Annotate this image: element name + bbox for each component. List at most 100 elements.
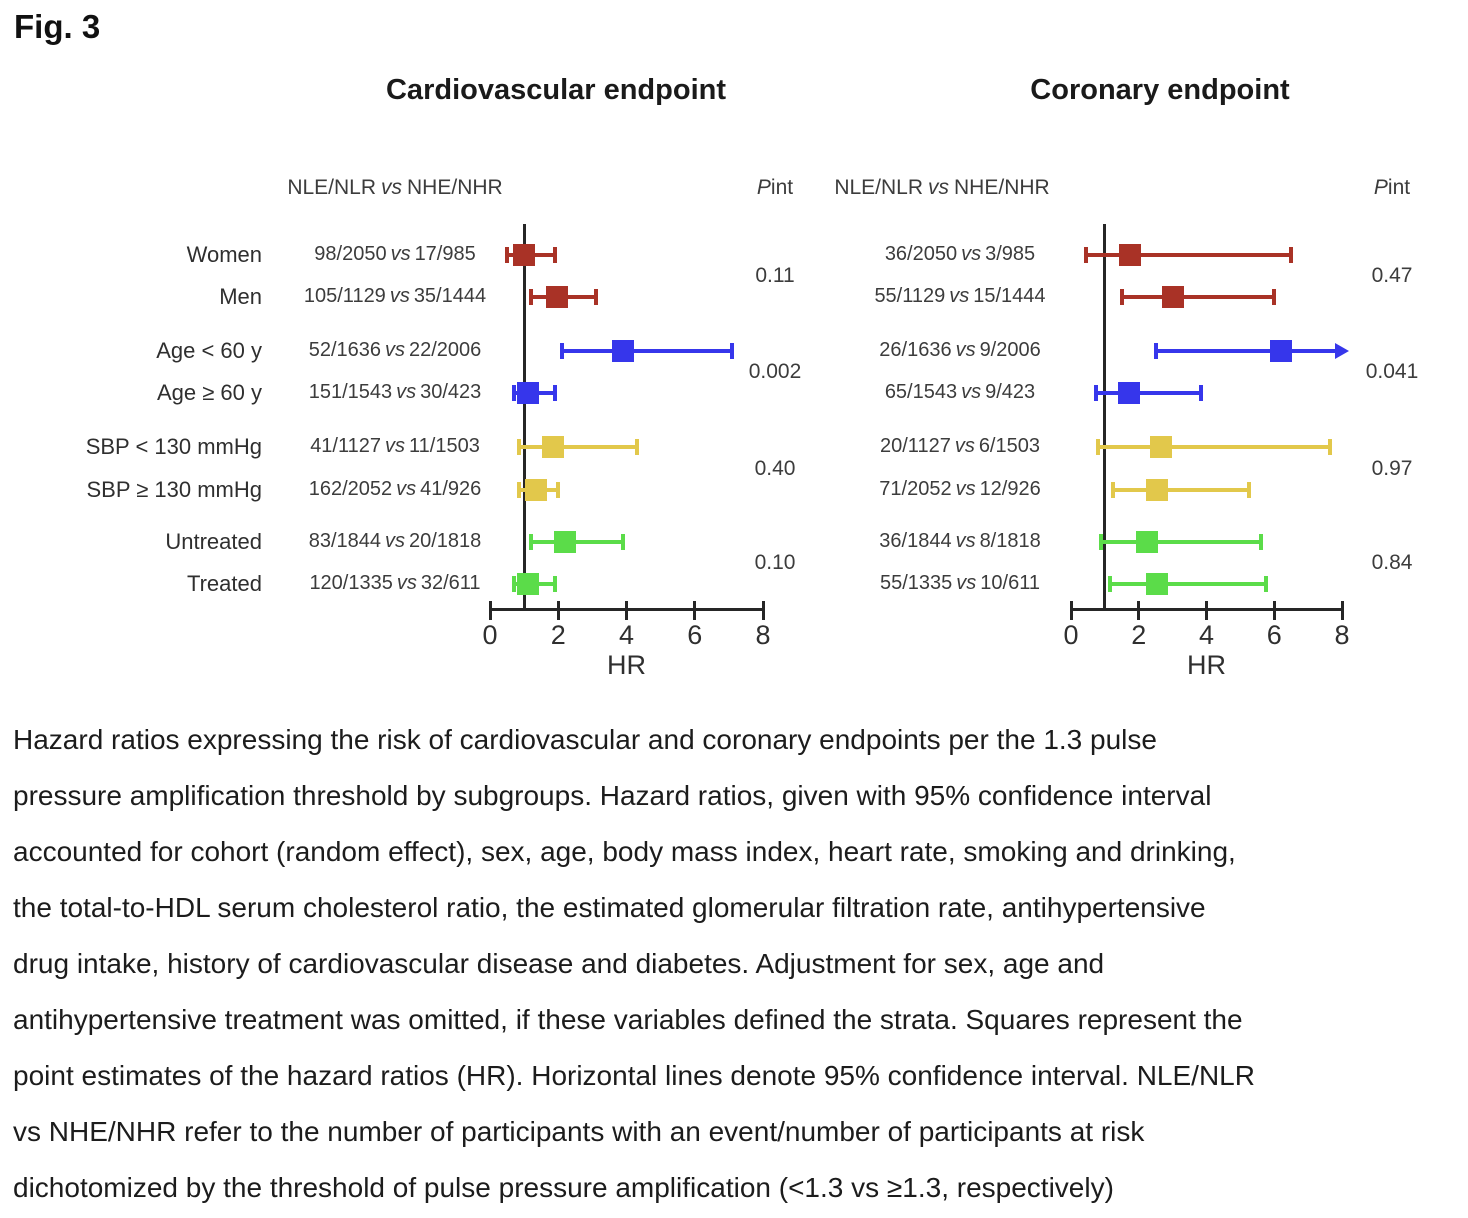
ci-cap [505,247,510,263]
row-counts-nle-nlr: 105/1129 [303,285,386,307]
ci-line [1096,391,1202,395]
x-axis-tick-label: 2 [550,620,566,650]
ci-line [1121,295,1275,299]
row-counts-nhe-nhr: 9/423 [985,381,1036,403]
ci-cap [1099,534,1104,550]
ci-cap [1153,343,1158,359]
ci-cap [593,289,598,305]
x-axis-tick [1340,601,1344,620]
point-square [1161,286,1184,308]
row-counts-nhe-nhr: 8/1818 [979,530,1041,552]
chart-title: Coronary endpoint [1030,74,1290,106]
pint-value: 0.002 [748,360,802,383]
point-square [1146,479,1169,501]
x-axis-tick-label: 0 [1063,620,1079,650]
point-square [545,286,568,308]
caption-line: accounted for cohort (random effect), se… [13,836,1236,867]
vs-word: vs [928,176,950,199]
row-counts-nle-nlr: 162/2052 [308,478,393,500]
row-counts-nhe-nhr: 22/2006 [409,339,482,361]
row-counts-nhe-nhr: 17/985 [414,243,476,265]
chart-title: Cardiovascular endpoint [385,74,727,106]
ci-line [530,540,624,544]
pint-header: Pint [757,176,793,200]
ci-cap [528,289,533,305]
point-square [1136,531,1159,553]
pint-value: 0.47 [1371,264,1413,287]
x-axis-tick [488,601,492,620]
column-header-right: NHE/NHR [407,176,503,199]
ci-cap [634,439,639,455]
x-axis-tick-label: 6 [1266,620,1282,650]
row-counts-nhe-nhr: 12/926 [979,478,1041,500]
ci-line [519,445,637,449]
column-header-left: NLE/NLR [834,176,924,199]
row-label: Age ≥ 60 y [156,380,262,405]
point-square [1146,573,1169,595]
x-axis-tick-label: 4 [618,620,635,650]
pint-header-sub: int [1387,176,1411,199]
row-counts: 151/1543 vs 30/423 [175,381,615,404]
row-counts: 55/1129 vs 15/1444 [740,285,1180,308]
ci-line [1098,445,1331,449]
x-axis-tick [556,601,560,620]
caption-line: drug intake, history of cardiovascular d… [13,948,1105,979]
pint-header: Pint [1374,176,1410,200]
row-counts-nhe-nhr: 41/926 [420,478,482,500]
row-counts: 20/1127 vs 6/1503 [740,435,1180,458]
point-square [1119,244,1142,266]
figure-caption: Hazard ratios expressing the risk of car… [13,712,1463,1216]
forest-plot-figure: Cardiovascular endpoint NLE/NLR vs NHE/NHR P… [85,74,1419,680]
x-axis-tick [1137,601,1141,620]
ci-cap [511,385,516,401]
ci-arrow-icon [1334,343,1349,359]
caption-line: dichotomized by the threshold of pulse p… [13,1172,1114,1203]
pint-value: 0.10 [754,551,796,574]
row-counts-nhe-nhr: 30/423 [420,381,482,403]
ci-line [1109,582,1266,586]
x-axis-tick [1272,601,1276,620]
row-counts: 41/1127 vs 11/1503 [175,435,615,458]
caption-line: point estimates of the hazard ratios (HR… [13,1060,1255,1091]
x-axis-tick-label: 6 [687,620,703,650]
vs-word: vs [396,478,417,500]
ci-line [1113,488,1249,492]
row-counts-nhe-nhr: 3/985 [985,243,1036,265]
row-counts: 120/1335 vs 32/611 [175,572,615,595]
row-counts-nle-nlr: 20/1127 [880,435,951,457]
row-counts: 83/1844 vs 20/1818 [175,530,615,553]
ci-cap [556,482,561,498]
row-label: Untreated [165,529,262,554]
ci-cap [1107,576,1112,592]
point-square [1270,340,1293,362]
ci-cap [1328,439,1333,455]
pint-value: 0.40 [754,456,796,480]
row-counts-nle-nlr: 41/1127 [310,435,381,457]
pint-value: 0.84 [1371,551,1413,574]
x-axis-tick [693,601,697,620]
x-axis-title: HR [607,650,646,680]
point-square [554,531,577,553]
ci-cap [1119,289,1124,305]
caption-line: antihypertensive treatment was omitted, … [13,1004,1243,1035]
row-label: SBP < 130 mmHg [85,434,262,459]
ci-line [561,349,733,353]
row-counts: 36/2050 vs 3/985 [740,243,1180,266]
point-square [612,340,635,362]
row-counts: 36/1844 vs 8/1818 [740,530,1180,553]
row-counts: 26/1636 vs 9/2006 [740,339,1180,362]
ci-cap [1246,482,1251,498]
ci-cap [517,482,521,498]
pint-header-p: P [756,176,771,199]
point-square [516,382,539,404]
row-counts-nle-nlr: 151/1543 [308,381,393,403]
row-label: Men [219,284,262,309]
x-axis-tick-label: 2 [1131,620,1147,650]
ci-cap [1111,482,1116,498]
ci-cap [1289,247,1294,263]
x-axis-tick [1205,601,1208,620]
pint-header-sub: int [770,176,794,199]
point-square [513,244,536,266]
x-axis-tick [1069,601,1073,620]
